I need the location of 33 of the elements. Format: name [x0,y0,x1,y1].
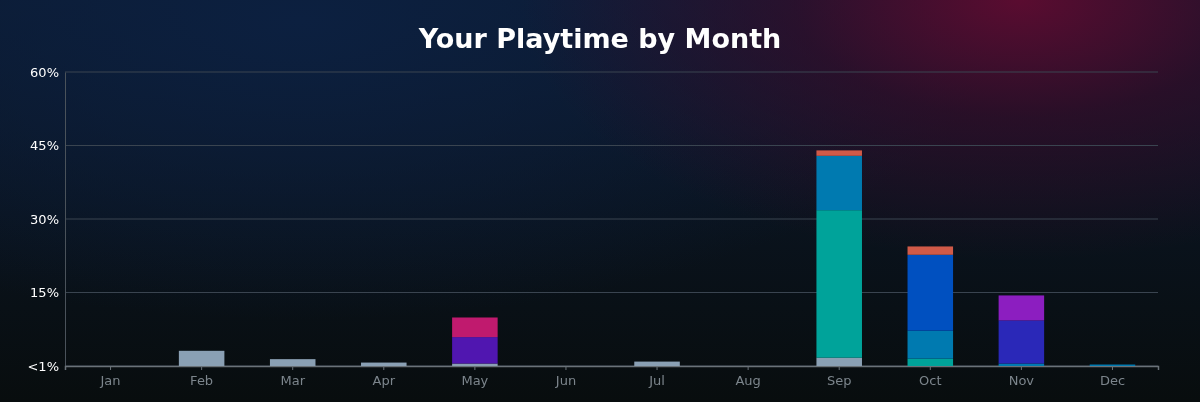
bar [178,350,225,366]
bar [998,295,1045,321]
bar [907,358,954,366]
x-tick-label: Jul [648,373,665,389]
bar [907,246,954,255]
bar [269,359,316,366]
y-tick-label: 30% [30,211,59,227]
bar [998,320,1045,364]
x-tick-label: Sep [826,373,852,389]
x-tick-label: Mar [280,373,306,389]
bar [816,150,862,156]
x-tick-label: May [461,373,489,389]
bar [452,317,498,338]
x-tick-label: Jan [99,373,121,389]
x-tick-label: Dec [1099,373,1126,389]
x-tick-label: Oct [919,373,942,389]
bar [907,254,954,331]
bar [452,337,498,364]
bar [816,210,862,358]
bar [816,155,862,211]
y-tick-label: 45% [30,138,59,154]
x-tick-label: Nov [1008,373,1035,389]
y-tick-label: 15% [30,285,59,301]
y-tick-label: 60% [30,64,59,80]
x-tick-label: Feb [190,373,214,389]
bar [907,330,954,359]
x-tick-label: Jun [554,373,577,389]
bar [634,361,680,366]
x-tick-label: Apr [372,373,396,389]
y-tick-label: <1% [27,358,59,374]
chart-title: Your Playtime by Month [417,23,782,54]
x-tick-label: Aug [735,373,761,389]
bar [816,357,862,366]
